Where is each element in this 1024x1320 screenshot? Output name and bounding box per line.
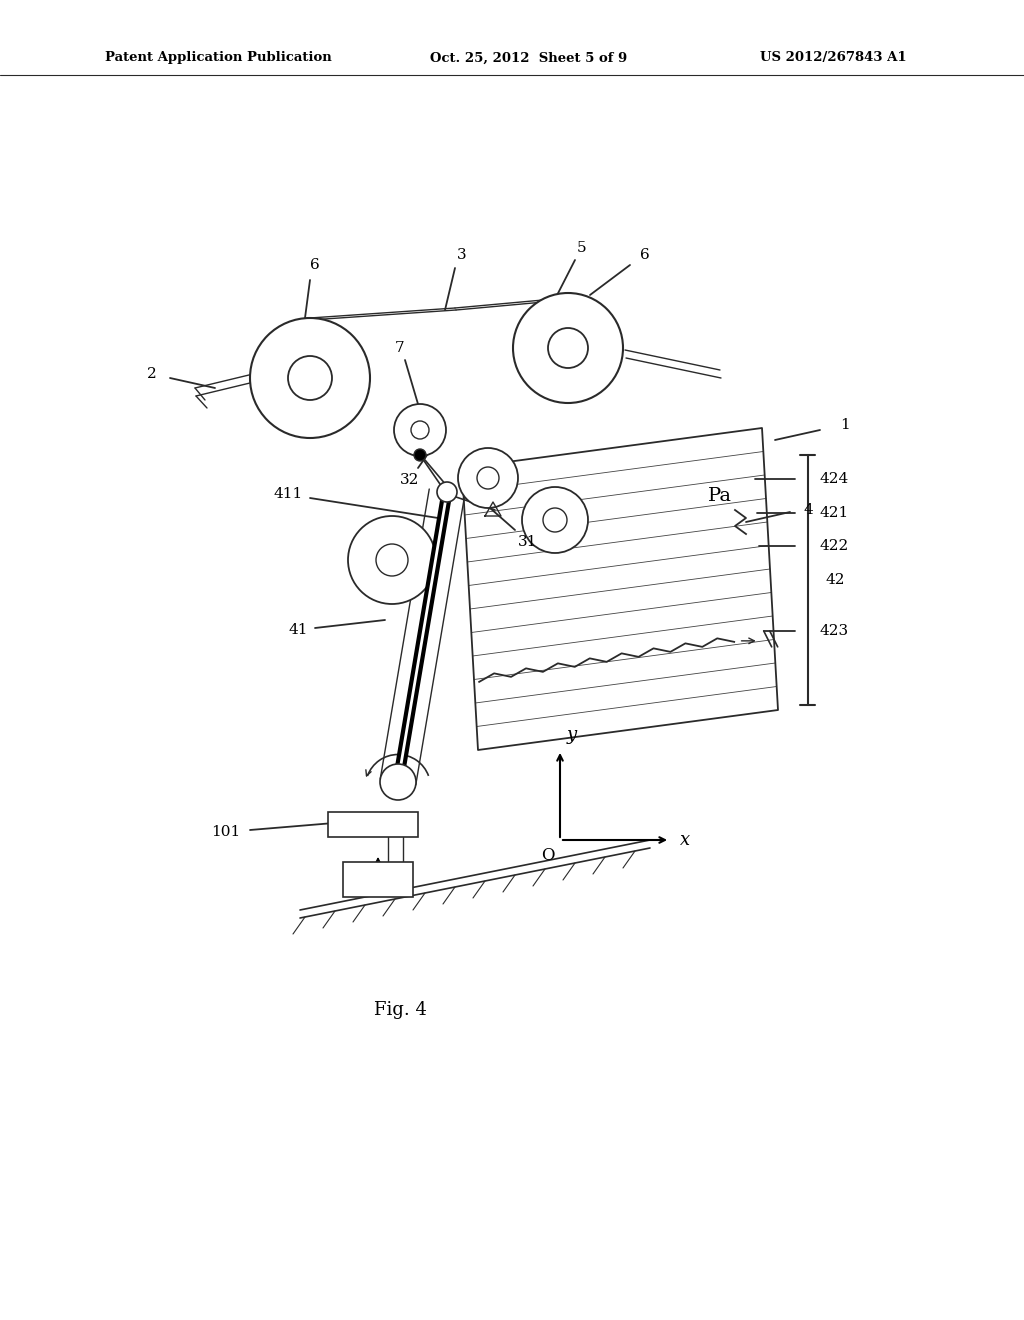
Text: 4: 4 xyxy=(803,503,813,517)
Text: 424: 424 xyxy=(820,471,849,486)
Text: x: x xyxy=(680,832,690,849)
Text: 7: 7 xyxy=(395,341,404,355)
Text: 6: 6 xyxy=(310,257,319,272)
Circle shape xyxy=(437,482,457,502)
Circle shape xyxy=(458,447,518,508)
Text: 42: 42 xyxy=(825,573,845,587)
Text: 422: 422 xyxy=(820,540,849,553)
Text: Pa: Pa xyxy=(708,487,732,506)
Polygon shape xyxy=(343,862,413,898)
Text: O: O xyxy=(542,846,555,863)
Circle shape xyxy=(376,544,408,576)
Polygon shape xyxy=(328,812,418,837)
Text: 32: 32 xyxy=(400,473,420,487)
Circle shape xyxy=(522,487,588,553)
Circle shape xyxy=(548,327,588,368)
Circle shape xyxy=(380,764,416,800)
Text: 3: 3 xyxy=(457,248,467,261)
Circle shape xyxy=(394,404,446,455)
Circle shape xyxy=(414,449,426,461)
Circle shape xyxy=(411,421,429,440)
Circle shape xyxy=(477,467,499,488)
Circle shape xyxy=(513,293,623,403)
Text: 41: 41 xyxy=(288,623,308,638)
Text: y: y xyxy=(567,726,578,744)
Text: 411: 411 xyxy=(273,487,303,502)
Circle shape xyxy=(348,516,436,605)
Text: Fig. 4: Fig. 4 xyxy=(374,1001,426,1019)
Text: 1: 1 xyxy=(840,418,850,432)
Text: 421: 421 xyxy=(820,506,849,520)
Circle shape xyxy=(288,356,332,400)
Text: 423: 423 xyxy=(820,624,849,638)
Text: 2: 2 xyxy=(147,367,157,381)
Text: 31: 31 xyxy=(518,535,538,549)
Text: Oct. 25, 2012  Sheet 5 of 9: Oct. 25, 2012 Sheet 5 of 9 xyxy=(430,51,628,65)
Text: 5: 5 xyxy=(578,242,587,255)
Circle shape xyxy=(543,508,567,532)
Text: Patent Application Publication: Patent Application Publication xyxy=(105,51,332,65)
Circle shape xyxy=(250,318,370,438)
Text: 6: 6 xyxy=(640,248,650,261)
Text: 101: 101 xyxy=(211,825,241,840)
Text: US 2012/267843 A1: US 2012/267843 A1 xyxy=(760,51,906,65)
